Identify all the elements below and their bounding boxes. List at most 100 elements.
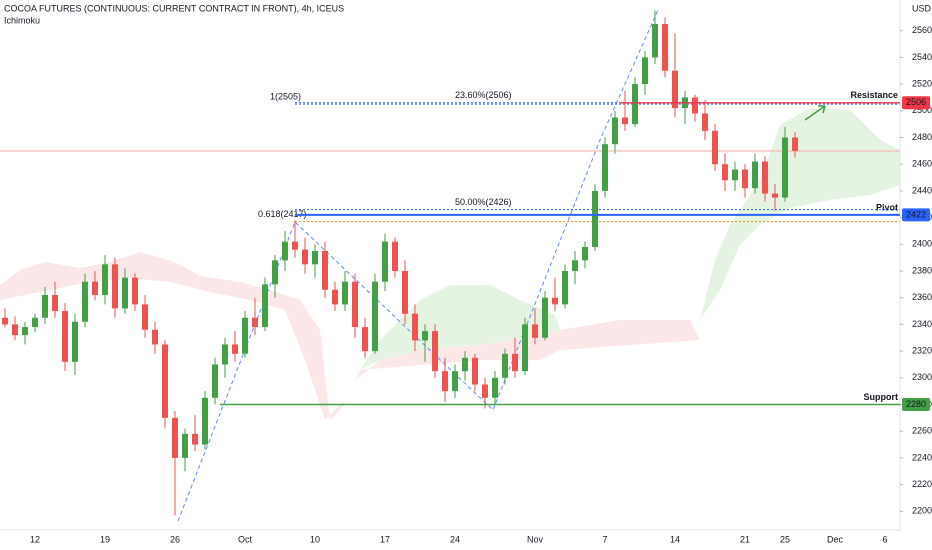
- x-tick-label: 21: [740, 534, 750, 544]
- candle-body: [772, 193, 778, 198]
- candle-body: [552, 297, 558, 305]
- candle-body: [322, 250, 328, 290]
- candle-body: [442, 371, 448, 392]
- candle-body: [22, 327, 28, 336]
- x-tick-label: 12: [30, 534, 40, 544]
- candle-body: [62, 311, 68, 362]
- candle-body: [362, 327, 368, 352]
- candle-body: [672, 70, 678, 109]
- fib-label: 50.00%(2426): [455, 197, 512, 207]
- candle-body: [652, 24, 658, 58]
- fib-label: 23.60%(2506): [455, 90, 512, 100]
- candle-body: [212, 364, 218, 398]
- candle-body: [142, 304, 148, 330]
- x-tick-label: 19: [100, 534, 110, 544]
- candle-body: [612, 117, 618, 145]
- fib-label: 0.618(2417): [258, 209, 307, 219]
- candle-body: [252, 317, 258, 328]
- level-label: Pivot: [876, 202, 898, 212]
- candle-body: [722, 164, 728, 181]
- y-tick-label: 2300: [912, 372, 932, 382]
- candle-body: [122, 277, 128, 309]
- candle-body: [432, 331, 438, 372]
- candle-body: [792, 137, 798, 151]
- x-tick-label: Dec: [827, 534, 844, 544]
- y-tick-label: 2560: [912, 25, 932, 35]
- currency-label: USD: [912, 3, 932, 13]
- y-tick-label: 2500: [912, 105, 932, 115]
- candle-body: [382, 241, 388, 282]
- candle-body: [782, 137, 788, 198]
- candle-body: [42, 295, 48, 318]
- level-label: Support: [864, 392, 899, 402]
- candle-body: [422, 331, 428, 341]
- candle-body: [192, 433, 198, 445]
- price-tag: [902, 208, 930, 222]
- y-tick-label: 2520: [912, 78, 932, 88]
- price-tag-label: 2506: [906, 97, 926, 107]
- candle-body: [642, 57, 648, 85]
- candle-body: [592, 190, 598, 247]
- candle-body: [522, 324, 528, 372]
- chart-title: COCOA FUTURES (CONTINUOUS: CURRENT CONTR…: [4, 3, 344, 13]
- candle-body: [712, 130, 718, 165]
- candle-body: [152, 329, 158, 345]
- candle-body: [762, 161, 768, 194]
- candle-body: [452, 371, 458, 392]
- candle-body: [582, 246, 588, 261]
- candle-body: [572, 260, 578, 272]
- candle-body: [402, 271, 408, 314]
- candle-body: [2, 317, 8, 325]
- candle-body: [412, 313, 418, 341]
- price-tag-label: 2422: [906, 209, 926, 219]
- candle-body: [272, 260, 278, 285]
- y-tick-label: 2200: [912, 506, 932, 516]
- candle-body: [102, 264, 108, 296]
- candle-body: [512, 353, 518, 372]
- plot: 1(2505) 23.60%(2506) 0.618(2417) 50.00%(242…: [2, 10, 900, 516]
- candle-body: [392, 241, 398, 272]
- y-tick-label: 2380: [912, 265, 932, 275]
- candle-body: [112, 264, 118, 309]
- ichimoku-cloud: [0, 108, 900, 420]
- x-tick-label: 14: [670, 534, 680, 544]
- candle-body: [462, 357, 468, 372]
- projection-arrow: [804, 105, 826, 121]
- x-tick-label: 10: [310, 534, 320, 544]
- candle-body: [742, 169, 748, 189]
- candle-body: [82, 281, 88, 322]
- x-tick-label: 7: [602, 534, 607, 544]
- candle-body: [692, 97, 698, 114]
- candle-body: [372, 281, 378, 352]
- candle-body: [662, 24, 668, 71]
- candle-body: [532, 324, 538, 338]
- trend-lines: [177, 9, 659, 522]
- y-tick-label: 2480: [912, 132, 932, 142]
- candle-body: [602, 144, 608, 191]
- cloud-green: [360, 285, 560, 370]
- candle-body: [342, 281, 348, 305]
- cloud-green: [700, 108, 900, 320]
- candle-body: [222, 344, 228, 365]
- candle-body: [262, 284, 268, 328]
- candle-body: [482, 384, 488, 398]
- y-tick-label: 2360: [912, 292, 932, 302]
- candle-body: [542, 297, 548, 338]
- x-tick-label: 24: [450, 534, 460, 544]
- candle-body: [732, 169, 738, 181]
- candle-body: [232, 344, 238, 354]
- y-tick-label: 2260: [912, 426, 932, 436]
- candle-body: [562, 271, 568, 305]
- y-tick-label: 2540: [912, 52, 932, 62]
- y-tick-label: 2400: [912, 239, 932, 249]
- y-tick-label: 2440: [912, 185, 932, 195]
- y-tick-label: 2220: [912, 479, 932, 489]
- candle-body: [12, 324, 18, 336]
- candle-body: [52, 295, 58, 312]
- y-tick-label: 2460: [912, 159, 932, 169]
- candle-body: [292, 241, 298, 250]
- candle-body: [352, 281, 358, 328]
- x-tick-label: 6: [882, 534, 887, 544]
- candle-body: [752, 161, 758, 189]
